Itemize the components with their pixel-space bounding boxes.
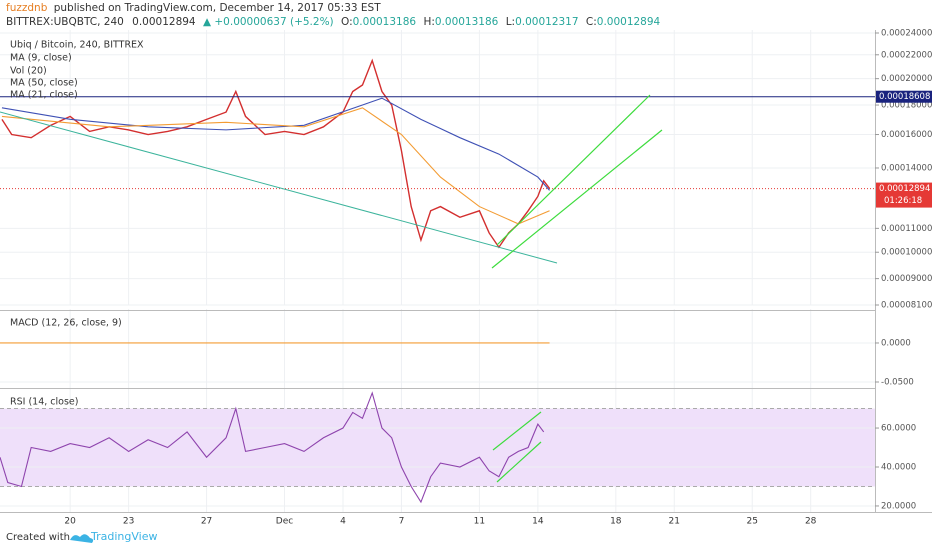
x-tick-label: 27 xyxy=(201,517,212,527)
channel-line xyxy=(496,94,651,246)
y-tick-label: 0.00010000 xyxy=(881,248,932,258)
x-tick-label: 11 xyxy=(474,517,485,527)
legend-item: MA (21, close) xyxy=(10,90,78,101)
ohlc-value: 0.00013186 xyxy=(435,16,499,28)
symbol: BITTREX:UBQBTC, 240 xyxy=(6,16,124,28)
ohlc-value: 0.00013186 xyxy=(353,16,417,28)
y-tick-label: 0.00014000 xyxy=(881,163,932,173)
footer-brand[interactable]: TradingView xyxy=(90,530,157,543)
channel-line xyxy=(492,411,542,451)
logo xyxy=(70,534,94,543)
series-line xyxy=(1,107,550,225)
x-tick-label: 20 xyxy=(64,517,76,527)
y-tick-label: 0.00022000 xyxy=(881,50,932,60)
y-tick-label: 40.0000 xyxy=(881,463,916,473)
plots: 20 23 27 Dec 4 7 11 14 18 21 25 28 0.00024000 0.00022… xyxy=(0,29,932,527)
legend-item: MA (9, close) xyxy=(10,53,72,64)
countdown: 01:26:18 xyxy=(884,196,922,206)
rsi-band xyxy=(0,408,875,487)
x-tick-label: 14 xyxy=(532,517,544,527)
ohlc-label: H: xyxy=(423,16,434,28)
y-tick-label: 0.00024000 xyxy=(881,29,932,39)
ohlc-value: 0.00012894 xyxy=(597,16,661,28)
price-label: 0.00018608 xyxy=(879,92,930,102)
channel-line xyxy=(491,129,663,269)
change: ▲ +0.00000637 (+5.2%) xyxy=(203,16,334,28)
grid xyxy=(0,30,875,512)
y-tick-label: 60.0000 xyxy=(881,424,916,434)
ohlc-label: L: xyxy=(506,16,515,28)
x-tick-label: 23 xyxy=(123,517,134,527)
ohlc-label: O: xyxy=(341,16,353,28)
series-line xyxy=(1,58,551,249)
price: 0.00012894 xyxy=(132,16,196,28)
ohlc-label: C: xyxy=(586,16,597,28)
published: published on TradingView.com, December 1… xyxy=(54,2,382,14)
pane-title: MACD (12, 26, close, 9) xyxy=(10,318,122,329)
publisher[interactable]: fuzzdnb xyxy=(6,2,48,14)
x-tick-label: 28 xyxy=(805,517,817,527)
x-tick-label: Dec xyxy=(276,517,293,527)
y-tick-label: 0.00016000 xyxy=(881,130,932,140)
y-tick-label: 0.00018000 xyxy=(881,101,932,111)
x-tick-label: 18 xyxy=(610,517,622,527)
x-tick-label: 25 xyxy=(747,517,758,527)
y-tick-label: 0.0000 xyxy=(881,338,911,348)
y-tick-label: 0.00020000 xyxy=(881,74,932,84)
y-tick-label: 0.00008100 xyxy=(881,301,932,311)
x-tick-label: 7 xyxy=(399,517,405,527)
price-label-box xyxy=(876,90,932,103)
channel-line xyxy=(496,441,542,483)
pane-title: Ubiq / Bitcoin, 240, BITTREX xyxy=(10,40,144,51)
legend-item: Vol (20) xyxy=(10,66,47,77)
y-tick-label: 0.00009000 xyxy=(881,274,932,284)
y-tick-label: 0.00011000 xyxy=(881,224,932,234)
pane-title: RSI (14, close) xyxy=(10,397,78,408)
series-line xyxy=(0,391,545,504)
trend-line xyxy=(0,111,558,264)
header-line: fuzzdnb published on TradingView.com, De… xyxy=(6,2,381,14)
y-tick-label: -0.0500 xyxy=(881,377,914,387)
x-tick-label: 4 xyxy=(340,517,346,527)
last-price-box xyxy=(876,182,932,208)
x-tick-label: 21 xyxy=(669,517,680,527)
y-tick-label: 20.0000 xyxy=(881,501,916,511)
symbol-line: BITTREX:UBQBTC, 240 0.00012894 ▲ +0.0000… xyxy=(6,16,661,28)
ohlc-value: 0.00012317 xyxy=(515,16,578,28)
footer-text: Created with xyxy=(6,532,70,543)
legend-item: MA (50, close) xyxy=(10,78,78,89)
last-price-label: 0.00012894 xyxy=(879,184,930,194)
